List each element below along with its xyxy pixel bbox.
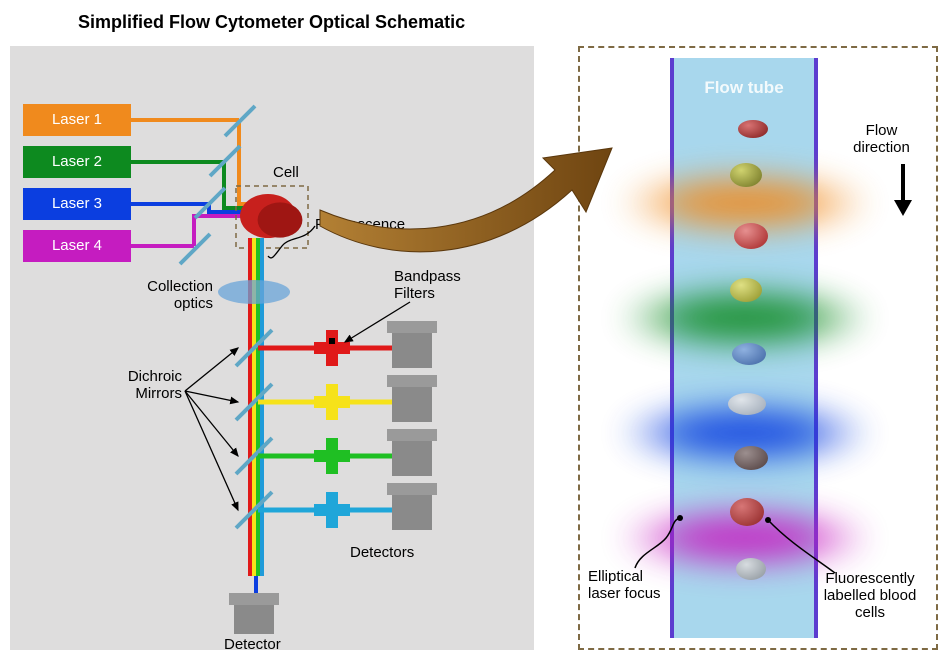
page-title: Simplified Flow Cytometer Optical Schema… (78, 12, 465, 33)
collection-optics-label: Collection optics (133, 278, 213, 312)
laser-1: Laser 1 (23, 104, 131, 136)
detectors-label: Detectors (350, 544, 414, 561)
cell-label: Cell (273, 164, 299, 181)
laser-2: Laser 2 (23, 146, 131, 178)
detector-label: Detector (224, 636, 281, 653)
zoom-arrow (300, 130, 640, 310)
laser-3: Laser 3 (23, 188, 131, 220)
dichroic-mirrors-label: Dichroic Mirrors (112, 368, 182, 402)
laser-4: Laser 4 (23, 230, 131, 262)
